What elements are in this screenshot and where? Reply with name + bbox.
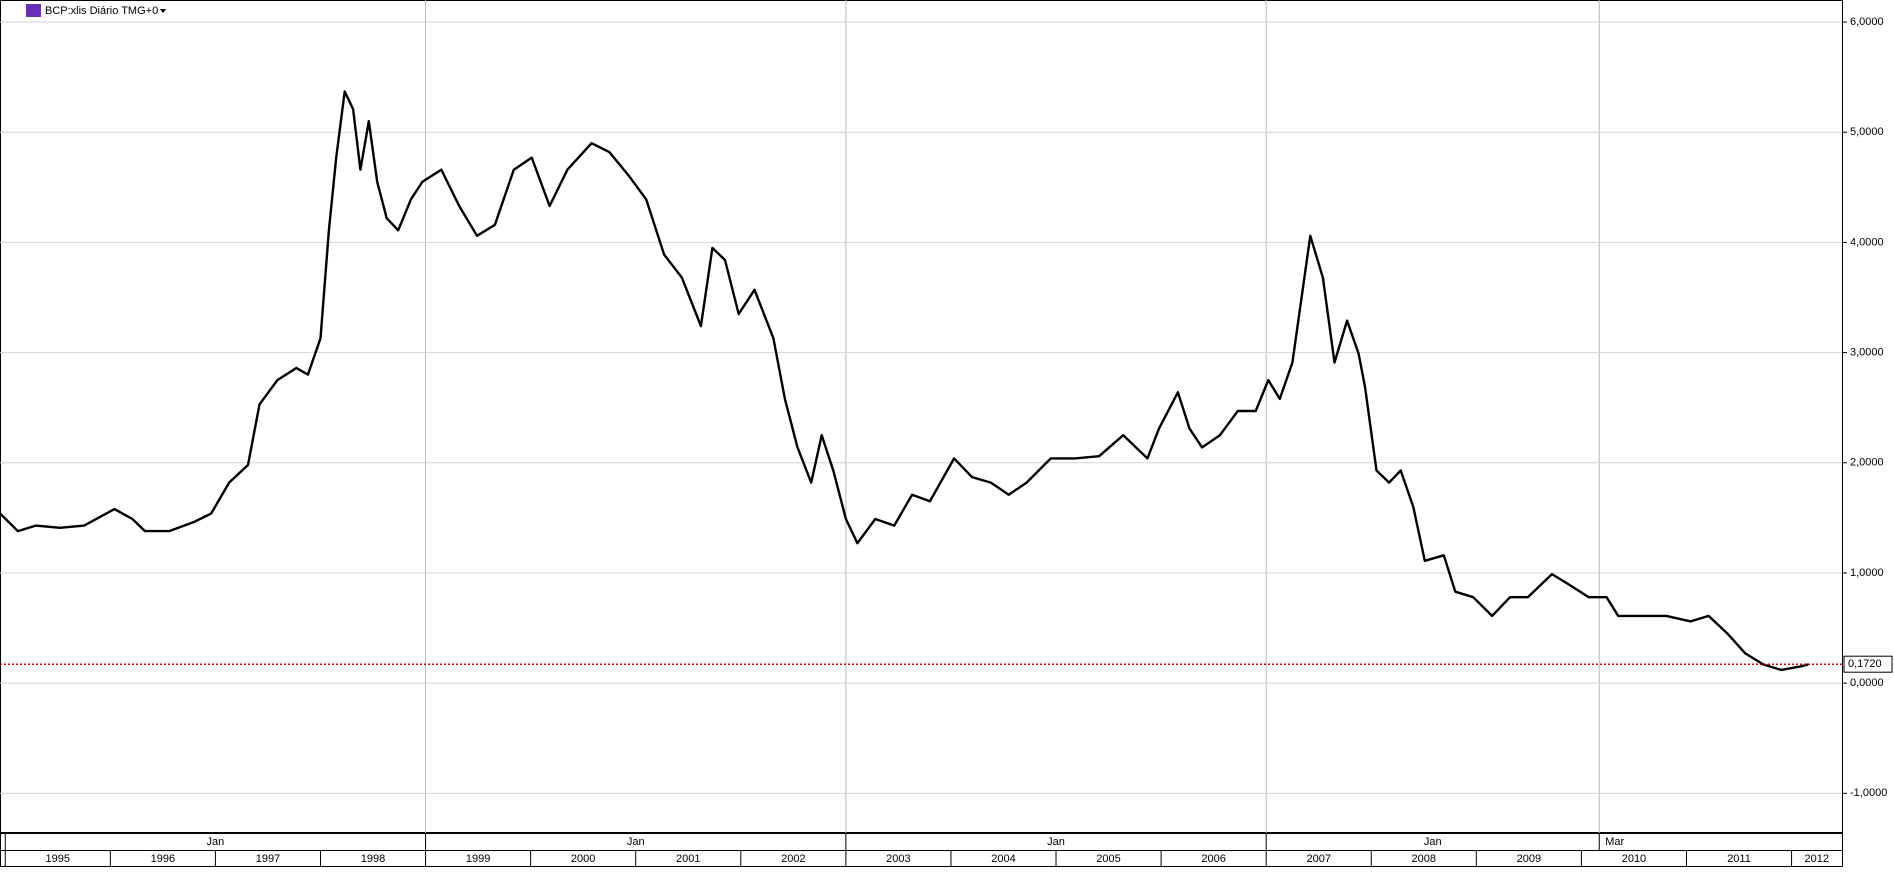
period-label: Mar <box>1605 836 1624 848</box>
x-tick-label: 1998 <box>361 853 385 865</box>
last-price-label: 0,1720 <box>1848 658 1882 670</box>
x-tick-label: 2005 <box>1096 853 1120 865</box>
y-tick-label: 1,0000 <box>1850 567 1884 579</box>
x-tick-label: 1997 <box>256 853 280 865</box>
y-tick-label: 0,0000 <box>1850 677 1884 689</box>
x-tick-label: 2006 <box>1201 853 1225 865</box>
y-tick-label: 5,0000 <box>1850 126 1884 138</box>
x-tick-label: 2011 <box>1727 853 1751 865</box>
plot-frame <box>0 0 1843 833</box>
period-label: Jan <box>627 836 645 848</box>
y-tick-label: 4,0000 <box>1850 236 1884 248</box>
period-label: Jan <box>207 836 225 848</box>
x-tick-label: 2003 <box>886 853 910 865</box>
period-label: Jan <box>1047 836 1065 848</box>
x-tick-label: 2002 <box>781 853 805 865</box>
x-tick-label: 1996 <box>151 853 175 865</box>
chart-title[interactable]: BCP:xlis Diário TMG+0 <box>45 5 158 17</box>
x-tick-label: 2009 <box>1517 853 1541 865</box>
y-tick-label: 3,0000 <box>1850 346 1884 358</box>
x-tick-label: 1999 <box>466 853 490 865</box>
period-label: Jan <box>1424 836 1442 848</box>
last-price-box <box>1843 655 1893 673</box>
x-tick-label: 2007 <box>1306 853 1330 865</box>
price-line <box>0 90 1809 672</box>
title-dropdown[interactable] <box>160 9 166 13</box>
x-tick-label: 2012 <box>1805 853 1829 865</box>
symbol-icon[interactable] <box>26 4 41 17</box>
y-tick-label: 6,0000 <box>1850 16 1884 28</box>
x-tick-label: 2000 <box>571 853 595 865</box>
x-tick-label: 2004 <box>991 853 1015 865</box>
x-tick-label: 2001 <box>676 853 700 865</box>
y-tick-label: 2,0000 <box>1850 457 1884 469</box>
y-tick-label: -1,0000 <box>1850 787 1887 799</box>
x-tick-label: 2010 <box>1622 853 1646 865</box>
x-tick-label: 2008 <box>1412 853 1436 865</box>
x-tick-label: 1995 <box>46 853 70 865</box>
